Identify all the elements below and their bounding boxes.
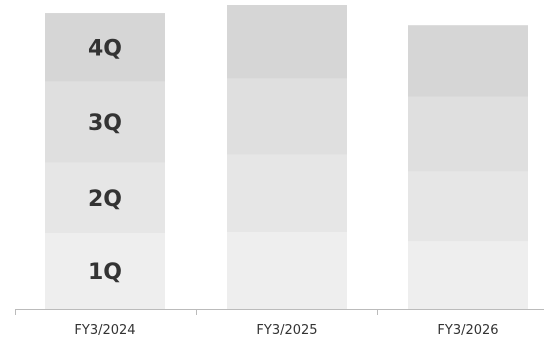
bar-segment-3q-3 (408, 96, 528, 172)
bar-segment-1q-3 (408, 241, 528, 309)
x-tick-labels: FY3/2024 FY3/2025 FY3/2026 (74, 323, 498, 338)
bar-segment-4q-2 (227, 4, 347, 79)
segment-label-2q: 2Q (88, 187, 122, 212)
bar-segment-4q-3 (408, 25, 528, 97)
bars-group (45, 4, 528, 309)
bar-segment-2q-2 (227, 154, 347, 233)
segment-labels-group: 1Q 2Q 3Q 4Q (88, 36, 122, 285)
bar-segment-1q-2 (227, 232, 347, 309)
bar-segment-3q-2 (227, 78, 347, 155)
bar-segment-3q-1 (45, 81, 165, 163)
x-tick-label-2: FY3/2025 (256, 323, 317, 338)
segment-label-4q: 4Q (88, 36, 122, 61)
segment-label-1q: 1Q (88, 260, 122, 285)
x-tick-label-1: FY3/2024 (74, 323, 135, 338)
x-tick-label-3: FY3/2026 (437, 323, 498, 338)
bar-segment-2q-3 (408, 171, 528, 242)
x-axis (15, 309, 544, 315)
bar-segment-2q-1 (45, 162, 165, 234)
bar-segment-4q-1 (45, 13, 165, 82)
bar-segment-1q-1 (45, 233, 165, 309)
segment-label-3q: 3Q (88, 111, 122, 136)
